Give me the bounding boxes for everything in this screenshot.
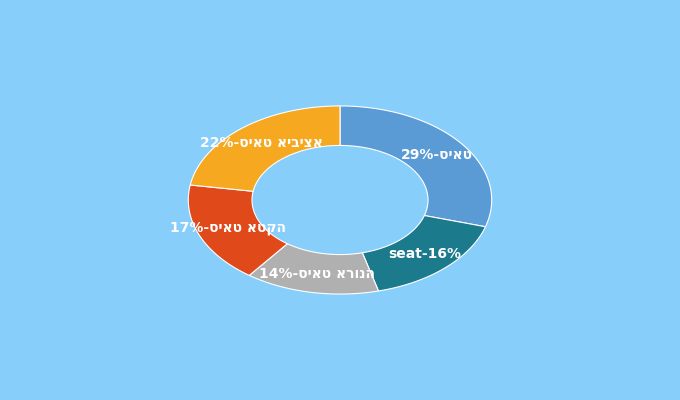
Polygon shape bbox=[362, 216, 486, 291]
Text: 14%-סיאט ארונה: 14%-סיאט ארונה bbox=[259, 267, 375, 281]
Text: 29%-סיאט: 29%-סיאט bbox=[401, 148, 473, 162]
Text: seat-16%: seat-16% bbox=[388, 247, 461, 261]
Text: 22%-סיאט איביצא: 22%-סיאט איביצא bbox=[200, 136, 323, 150]
Polygon shape bbox=[190, 106, 340, 191]
Text: 17%-סיאט אטקה: 17%-סיאט אטקה bbox=[169, 221, 286, 235]
Polygon shape bbox=[188, 185, 288, 275]
Polygon shape bbox=[250, 244, 379, 294]
Polygon shape bbox=[340, 106, 492, 227]
